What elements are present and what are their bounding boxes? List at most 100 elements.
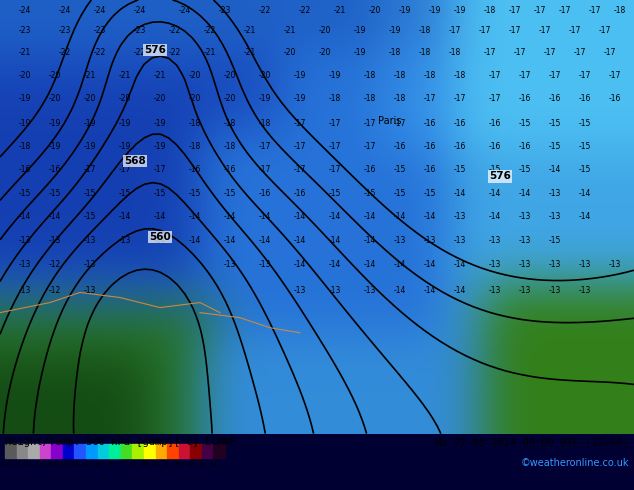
Text: -18: -18 — [259, 119, 271, 127]
Text: -17: -17 — [534, 5, 546, 15]
Text: -20: -20 — [259, 71, 271, 80]
Text: -17: -17 — [609, 71, 621, 80]
Text: -6: -6 — [94, 463, 101, 467]
Text: -21: -21 — [244, 48, 256, 57]
Text: -13: -13 — [549, 260, 561, 269]
Text: -18: -18 — [484, 5, 496, 15]
Text: -15: -15 — [394, 189, 406, 198]
Text: -13: -13 — [224, 260, 236, 269]
Text: -14: -14 — [189, 212, 201, 221]
Text: -17: -17 — [489, 95, 501, 103]
Text: -19: -19 — [49, 119, 61, 127]
Text: -24: -24 — [19, 5, 31, 15]
Text: -15: -15 — [579, 142, 591, 151]
Text: -18: -18 — [189, 119, 201, 127]
Text: -14: -14 — [364, 260, 376, 269]
Text: -22: -22 — [299, 5, 311, 15]
Bar — [40, 444, 51, 458]
Bar — [5, 444, 16, 458]
Text: -19: -19 — [454, 5, 466, 15]
Text: -13: -13 — [489, 236, 501, 245]
Text: -13: -13 — [84, 260, 96, 269]
Text: ©weatheronline.co.uk: ©weatheronline.co.uk — [521, 458, 629, 468]
Text: -17: -17 — [489, 71, 501, 80]
Text: -19: -19 — [354, 26, 366, 35]
Text: -20: -20 — [284, 48, 296, 57]
Text: -15: -15 — [84, 212, 96, 221]
Text: -16: -16 — [294, 189, 306, 198]
Text: -15: -15 — [19, 189, 31, 198]
Text: -16: -16 — [579, 95, 591, 103]
Bar — [133, 444, 144, 458]
Text: -14: -14 — [579, 189, 591, 198]
Text: -19: -19 — [119, 142, 131, 151]
Text: -14: -14 — [489, 189, 501, 198]
Text: -21: -21 — [119, 71, 131, 80]
Text: -13: -13 — [364, 286, 376, 295]
Text: -13: -13 — [49, 236, 61, 245]
Text: -22: -22 — [259, 5, 271, 15]
Text: -19: -19 — [19, 119, 31, 127]
Text: -17: -17 — [294, 142, 306, 151]
Text: -16: -16 — [454, 142, 466, 151]
Text: -14: -14 — [424, 212, 436, 221]
Bar — [144, 444, 155, 458]
Text: -23: -23 — [134, 26, 146, 35]
Text: -16: -16 — [364, 165, 376, 174]
Text: -13: -13 — [489, 260, 501, 269]
Text: -14: -14 — [549, 165, 561, 174]
Text: -17: -17 — [598, 26, 611, 35]
Text: -22: -22 — [94, 48, 106, 57]
Text: -13: -13 — [489, 286, 501, 295]
Text: -17: -17 — [589, 5, 601, 15]
Text: -14: -14 — [294, 236, 306, 245]
Text: -17: -17 — [579, 71, 591, 80]
Text: -14: -14 — [19, 212, 31, 221]
Text: -14: -14 — [329, 236, 341, 245]
Text: -54: -54 — [0, 463, 10, 467]
Text: -19: -19 — [329, 71, 341, 80]
Text: -19: -19 — [399, 5, 411, 15]
Text: -16: -16 — [519, 142, 531, 151]
Text: -24: -24 — [59, 5, 71, 15]
Text: -17: -17 — [329, 142, 341, 151]
Text: -14: -14 — [519, 189, 531, 198]
Text: 36: 36 — [175, 463, 183, 467]
Text: -17: -17 — [479, 26, 491, 35]
Text: -19: -19 — [294, 71, 306, 80]
Text: -17: -17 — [454, 95, 466, 103]
Text: 576: 576 — [144, 46, 166, 55]
Text: -17: -17 — [514, 48, 526, 57]
Text: -17: -17 — [549, 71, 561, 80]
Text: -20: -20 — [19, 71, 31, 80]
Text: -15: -15 — [519, 165, 531, 174]
Text: -14: -14 — [364, 236, 376, 245]
Text: -12: -12 — [49, 286, 61, 295]
Text: -17: -17 — [329, 119, 341, 127]
Text: -17: -17 — [539, 26, 551, 35]
Text: -12: -12 — [81, 463, 91, 467]
Text: 42: 42 — [186, 463, 194, 467]
Text: -16: -16 — [19, 165, 31, 174]
Text: -17: -17 — [294, 165, 306, 174]
Text: -21: -21 — [204, 48, 216, 57]
Text: -17: -17 — [574, 48, 586, 57]
Text: -14: -14 — [259, 212, 271, 221]
Bar — [190, 444, 202, 458]
Text: 18: 18 — [140, 463, 148, 467]
Text: -16: -16 — [394, 142, 406, 151]
Text: 54: 54 — [209, 463, 217, 467]
Text: -16: -16 — [424, 142, 436, 151]
Text: -22: -22 — [169, 48, 181, 57]
Text: -17: -17 — [484, 48, 496, 57]
Bar — [98, 444, 109, 458]
Text: -13: -13 — [519, 236, 531, 245]
Text: -18: -18 — [329, 95, 341, 103]
Text: -19: -19 — [154, 142, 166, 151]
Text: -15: -15 — [189, 189, 201, 198]
Text: -24: -24 — [94, 5, 106, 15]
Text: -21: -21 — [284, 26, 296, 35]
Text: -15: -15 — [84, 189, 96, 198]
Text: -17: -17 — [364, 119, 376, 127]
Text: 12: 12 — [129, 463, 136, 467]
